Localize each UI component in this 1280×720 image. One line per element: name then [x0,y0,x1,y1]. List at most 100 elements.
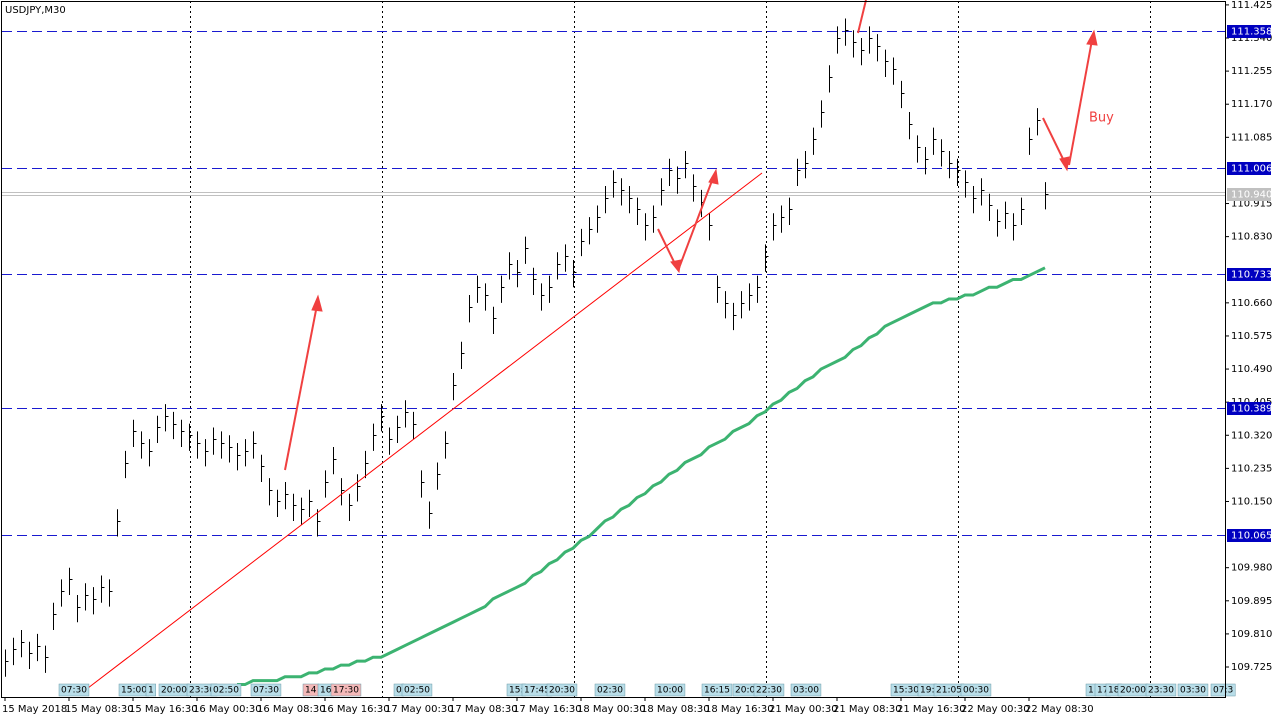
event-box [1177,683,1209,697]
event-label: 17:45 [524,686,550,696]
y-tick-label: 110.915 [1231,199,1272,210]
event-label: 10:00 [657,686,683,696]
event-label: 1 [1088,686,1094,696]
event-label: 19: [920,686,934,696]
event-label: 00:30 [963,686,989,696]
chart-title: USDJPY,M30 [5,5,66,16]
x-tick-label: 17 May 00:30 [385,704,454,715]
level-label: 111.006 [1231,164,1272,175]
event-box [145,683,156,697]
level-box [1227,402,1271,415]
y-tick-label: 109.810 [1231,629,1272,640]
bar-layer [5,18,1049,687]
arrow [1042,117,1066,164]
price-box [1227,188,1271,201]
event-label: 21:05 [936,686,962,696]
event-label: 20:0 [735,686,755,696]
event-label: 03:00 [793,686,819,696]
event-label: 07:3 [1213,686,1233,696]
event-label: 02:50 [213,686,239,696]
event-label: 14 [305,686,317,696]
level-label: 110.389 [1231,404,1272,415]
x-tick-label: 18 May 16:30 [705,704,774,715]
event-label: 07:30 [253,686,279,696]
event-label: 20:00 [1120,686,1146,696]
annotation: Buy [1089,111,1114,126]
y-tick-label: 110.235 [1231,463,1272,474]
event-box [1210,683,1236,697]
trend-line [87,172,763,689]
event-label: 18 [1108,686,1120,696]
x-tick-label: 22 May 00:30 [961,704,1030,715]
arrow [857,0,867,34]
level-box [1227,529,1271,542]
event-label: 07:30 [61,686,87,696]
arrow-head [1086,29,1098,46]
level-box [1227,268,1271,281]
y-tick-label: 110.150 [1231,496,1272,507]
event-label: 03:30 [1180,686,1206,696]
event-label: 0 [396,686,402,696]
event-box [210,683,242,697]
moving-average-line [237,266,1046,687]
y-tick-label: 111.255 [1231,66,1272,77]
arrow-head [708,168,719,185]
level-box [1227,162,1271,175]
y-tick-label: 110.575 [1231,331,1272,342]
event-label: 15:00 [121,686,147,696]
event-label: 22:30 [756,686,782,696]
x-tick-label: 21 May 16:30 [897,704,966,715]
arrow-head [1059,156,1070,172]
plot-frame [1,1,1226,698]
event-label: 16:15 [704,686,730,696]
x-tick-label: 17 May 08:30 [449,704,518,715]
event-label: 20:30 [549,686,575,696]
event-box [790,683,822,697]
y-tick-label: 111.170 [1231,99,1272,110]
x-tick-label: 21 May 00:30 [769,704,838,715]
event-box [546,683,578,697]
y-tick-label: 109.980 [1231,563,1272,574]
x-tick-label: 18 May 08:30 [641,704,710,715]
event-box [594,683,626,697]
event-label: 1 [148,686,154,696]
level-box [1227,25,1271,38]
x-tick-label: 21 May 08:30 [833,704,902,715]
event-box [250,683,282,697]
event-label: 15: [509,686,523,696]
event-box [1145,683,1177,697]
x-tick-label: 16 May 00:30 [193,704,262,715]
x-tick-label: 22 May 08:30 [1025,704,1094,715]
level-label: 111.358 [1231,27,1272,38]
y-tick-label: 111.085 [1231,132,1272,143]
level-label: 110.065 [1231,531,1272,542]
x-tick-label: 15 May 08:30 [65,704,134,715]
arrow [678,177,714,269]
y-tick-label: 111.340 [1231,33,1272,44]
event-label: 23:30 [1148,686,1174,696]
y-tick-label: 111.425 [1231,0,1272,11]
y-tick-label: 110.490 [1231,364,1272,375]
event-box [330,683,362,697]
event-box [960,683,992,697]
event-box [58,683,90,697]
arrow [284,304,318,471]
y-tick-label: 110.830 [1231,232,1272,243]
event-label: 02:50 [404,686,430,696]
event-label: 20:00 [161,686,187,696]
x-tick-label: 17 May 16:30 [513,704,582,715]
event-box [701,683,733,697]
y-tick-label: 110.660 [1231,298,1272,309]
y-tick-label: 110.320 [1231,430,1272,441]
x-tick-label: 15 May 2018 [2,704,67,715]
x-tick-label: 18 May 00:30 [577,704,646,715]
event-box [753,683,785,697]
arrow-head [311,294,323,312]
arrow [1068,39,1093,166]
event-label: 23:30 [189,686,215,696]
x-tick-label: 16 May 16:30 [321,704,390,715]
event-box [401,683,433,697]
x-tick-label: 16 May 08:30 [257,704,326,715]
